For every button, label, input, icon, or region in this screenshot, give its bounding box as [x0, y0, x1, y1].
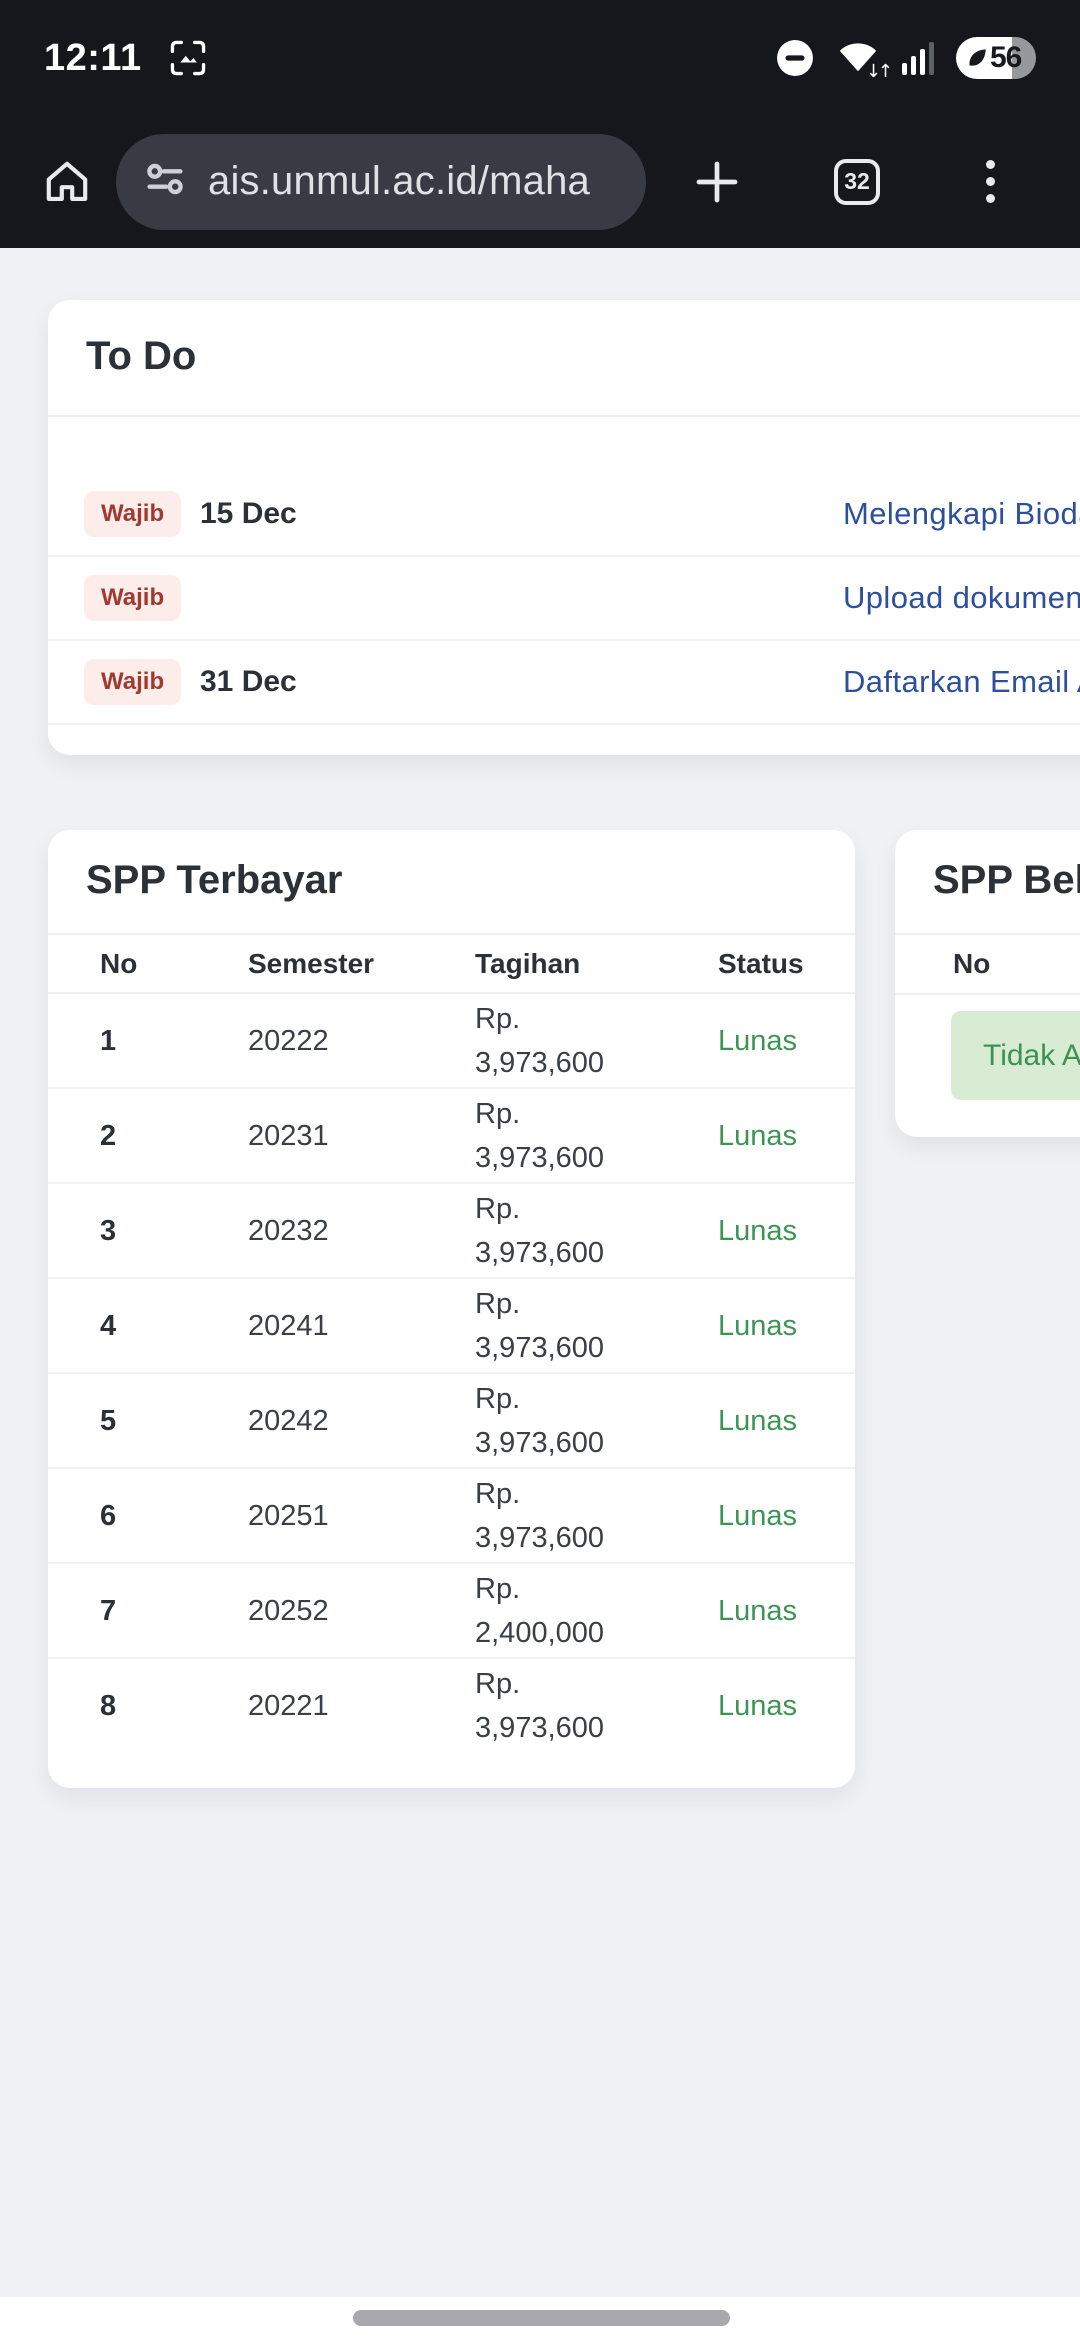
tagihan-cell: Rp. 3,973,600 [475, 1668, 605, 1744]
todo-task-link[interactable]: Upload dokumen r [843, 580, 1080, 615]
gesture-handle[interactable] [353, 2310, 730, 2326]
status-bar: 12:11 ↓↑ [0, 0, 1080, 115]
do-not-disturb-icon [776, 39, 814, 77]
screenshot-notification-icon [168, 38, 208, 78]
semester-cell: 20222 [200, 993, 427, 1089]
no-bill-alert: Tidak Ada [951, 1011, 1080, 1100]
spp-paid-header-row: No Semester Tagihan Status [48, 935, 855, 994]
todo-due-date: 31 Dec [200, 665, 297, 698]
column-header-semester: Semester [200, 935, 427, 994]
tagihan-cell: Rp. 2,400,000 [427, 1563, 670, 1659]
wajib-badge: Wajib [84, 491, 182, 537]
column-header-no: No [48, 935, 200, 994]
no-bill-alert-text: Tidak Ada [983, 1038, 1080, 1072]
semester-cell: 20232 [200, 1183, 427, 1279]
semester-cell: 20242 [200, 1373, 427, 1469]
semester-cell: 20241 [200, 1278, 427, 1374]
status-cell: Lunas [670, 1088, 855, 1184]
column-header-no: No [895, 935, 1080, 995]
spp-paid-table-row: 2 20231 Rp. 3,973,600 Lunas [48, 1088, 855, 1184]
tagihan-cell: Rp. 3,973,600 [427, 1278, 670, 1374]
battery-percent: 56 [990, 40, 1022, 74]
row-number-cell: 8 [100, 1690, 117, 1722]
row-number-cell: 1 [48, 993, 200, 1089]
browser-toolbar: ais.unmul.ac.id/maha 32 [0, 115, 1080, 248]
todo-item: Wajib 31 Dec Daftarkan Email A [48, 641, 1080, 725]
todo-card-title: To Do [48, 300, 1080, 417]
spp-paid-card: SPP Terbayar No Semester Tagihan Status … [48, 830, 855, 1788]
spp-paid-table-row: 5 20242 Rp. 3,973,600 Lunas [48, 1373, 855, 1469]
wifi-traffic-arrows-icon: ↓↑ [865, 60, 893, 82]
status-cell: Lunas [670, 1278, 855, 1374]
wajib-badge: Wajib [84, 659, 182, 705]
semester-cell: 20221 [248, 1690, 329, 1722]
spp-paid-table-row: 8 20221 Rp. 3,973,600 Lunas [48, 1658, 855, 1753]
spp-paid-table-body: 1 20222 Rp. 3,973,600 Lunas 2 20231 Rp. 3,973,… [48, 993, 855, 1753]
battery-saver-leaf-icon [969, 48, 986, 66]
new-tab-button[interactable] [692, 157, 742, 207]
status-cell: Lunas [670, 1563, 855, 1659]
tab-switcher-button[interactable]: 32 [834, 158, 880, 205]
spp-paid-table-row: 4 20241 Rp. 3,973,600 Lunas [48, 1278, 855, 1374]
wifi-icon: ↓↑ [836, 38, 893, 82]
spp-paid-table: No Semester Tagihan Status 1 20222 Rp. 3,9… [48, 935, 855, 1753]
spp-paid-table-row: 6 20251 Rp. 3,973,600 Lunas [48, 1468, 855, 1564]
tagihan-cell: Rp. 3,973,600 [427, 1468, 670, 1564]
todo-task-link[interactable]: Melengkapi Biodat [843, 496, 1080, 531]
spp-unpaid-card: SPP Belu No Tidak Ada [895, 830, 1080, 1137]
todo-item: Wajib 15 Dec Melengkapi Biodat [48, 473, 1080, 557]
spp-paid-table-row: 1 20222 Rp. 3,973,600 Lunas [48, 993, 855, 1089]
battery-indicator: 56 [956, 36, 1036, 79]
spp-unpaid-card-title: SPP Belu [895, 830, 1080, 935]
spp-paid-table-row: 3 20232 Rp. 3,973,600 Lunas [48, 1183, 855, 1279]
tagihan-cell: Rp. 3,973,600 [427, 1183, 670, 1279]
row-number-cell: 7 [48, 1563, 200, 1659]
status-cell: Lunas [670, 993, 855, 1089]
tagihan-cell: Rp. 3,973,600 [427, 1088, 670, 1184]
status-cell: Lunas [670, 1468, 855, 1564]
row-number-cell: 3 [48, 1183, 200, 1279]
url-text[interactable]: ais.unmul.ac.id/maha [208, 159, 590, 203]
tab-count: 32 [844, 168, 870, 194]
column-header-status: Status [670, 935, 855, 994]
status-cell: Lunas [670, 1183, 855, 1279]
column-header-tagihan: Tagihan [427, 935, 670, 994]
todo-due-date: 15 Dec [200, 497, 297, 530]
todo-task-link[interactable]: Daftarkan Email A [843, 664, 1080, 699]
tagihan-cell: Rp. 3,973,600 [427, 993, 670, 1089]
home-button[interactable] [40, 155, 94, 209]
wajib-badge: Wajib [84, 575, 182, 621]
row-number-cell: 5 [48, 1373, 200, 1469]
semester-cell: 20252 [200, 1563, 427, 1659]
tagihan-cell: Rp. 3,973,600 [427, 1373, 670, 1469]
row-number-cell: 4 [48, 1278, 200, 1374]
status-cell: Lunas [670, 1373, 855, 1469]
row-number-cell: 2 [48, 1088, 200, 1184]
spp-paid-card-title: SPP Terbayar [48, 830, 855, 935]
semester-cell: 20251 [200, 1468, 427, 1564]
semester-cell: 20231 [200, 1088, 427, 1184]
address-bar[interactable]: ais.unmul.ac.id/maha [116, 133, 646, 230]
todo-card: To Do Wajib 15 Dec Melengkapi Biodat Wajib U… [48, 300, 1080, 755]
site-settings-icon[interactable] [142, 156, 188, 207]
gesture-nav-bar [0, 2297, 1080, 2340]
row-number-cell: 6 [48, 1468, 200, 1564]
todo-item: Wajib Upload dokumen r [48, 557, 1080, 641]
clock: 12:11 [44, 37, 142, 79]
spp-paid-table-row: 7 20252 Rp. 2,400,000 Lunas [48, 1563, 855, 1659]
overflow-menu-button[interactable] [980, 154, 1001, 209]
todo-list: Wajib 15 Dec Melengkapi Biodat Wajib Upload … [48, 473, 1080, 725]
cellular-signal-icon [902, 41, 934, 75]
status-cell: Lunas [718, 1690, 798, 1722]
